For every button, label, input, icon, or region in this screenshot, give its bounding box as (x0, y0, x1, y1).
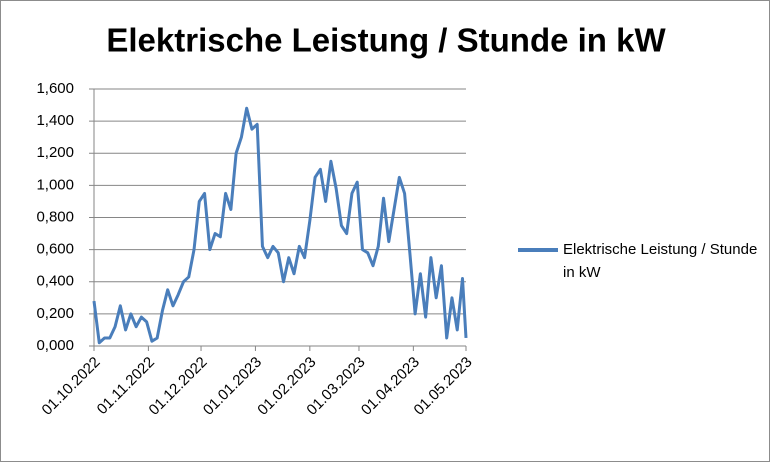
y-tick-label: 1,200 (36, 144, 74, 161)
y-tick-label: 0,200 (36, 305, 74, 322)
y-tick-label: 1,000 (36, 176, 74, 193)
y-tick-label: 0,600 (36, 241, 74, 258)
y-tick-label: 0,800 (36, 208, 74, 225)
y-tick-label: 1,600 (36, 80, 74, 97)
chart-title: Elektrische Leistung / Stunde in kW (106, 22, 666, 59)
y-tick-label: 1,400 (36, 112, 74, 129)
y-tick-label: 0,000 (36, 337, 74, 354)
data-line (92, 106, 468, 345)
y-tick-label: 0,400 (36, 273, 74, 290)
legend-label: Elektrische Leistung / Stunde in kW (563, 241, 758, 281)
